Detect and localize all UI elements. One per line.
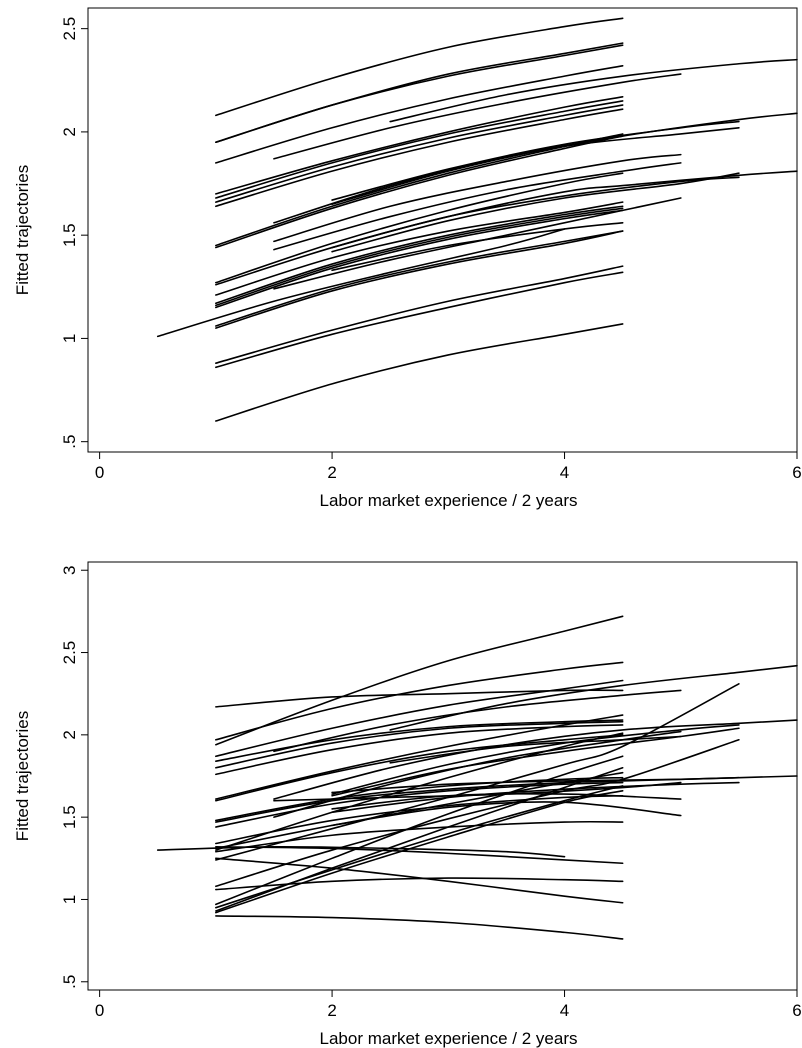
x-tick-label: 4 <box>560 1001 569 1020</box>
trajectory-line <box>331 120 740 201</box>
trajectory-line <box>273 153 682 243</box>
trajectory-line <box>215 170 798 286</box>
trajectory-line <box>215 108 624 208</box>
trajectory-line <box>215 679 624 758</box>
trajectory-line <box>331 724 740 795</box>
trajectory-line <box>215 133 624 247</box>
trajectory-line <box>215 683 740 861</box>
x-tick-label: 2 <box>327 1001 336 1020</box>
trajectory-line <box>215 724 624 776</box>
trajectory-line <box>215 265 624 364</box>
trajectory-line <box>273 162 682 251</box>
trajectory-line <box>215 172 624 284</box>
y-tick-label: .5 <box>60 975 79 989</box>
y-tick-label: 1 <box>60 334 79 343</box>
y-tick-label: 2 <box>60 730 79 739</box>
trajectory-line <box>215 794 624 845</box>
x-tick-label: 0 <box>95 1001 104 1020</box>
trajectory-line <box>273 719 798 800</box>
trajectory-line <box>389 58 798 123</box>
y-tick-label: 2.5 <box>60 641 79 665</box>
trajectory-line <box>215 135 624 249</box>
trajectory-line <box>331 727 740 797</box>
trajectory-line <box>215 65 624 164</box>
y-tick-label: 2.5 <box>60 17 79 41</box>
trajectory-line <box>331 221 624 272</box>
y-axis-title: Fitted trajectories <box>13 711 32 841</box>
plot-frame <box>87 561 798 991</box>
trajectory-line <box>215 689 624 708</box>
trajectory-line <box>331 176 740 249</box>
trajectory-line <box>215 271 624 369</box>
trajectory-line <box>215 877 624 891</box>
trajectory-line <box>273 689 682 753</box>
trajectory-line <box>215 44 624 144</box>
trajectory-line <box>331 776 740 794</box>
trajectory-line <box>215 915 624 940</box>
trajectory-line <box>215 661 624 741</box>
trajectory-line <box>215 771 624 850</box>
trajectory-line <box>273 197 682 290</box>
y-tick-label: .5 <box>60 435 79 449</box>
trajectory-line <box>215 96 624 195</box>
trajectory-line <box>215 714 624 800</box>
trajectory-line <box>331 172 740 253</box>
trajectory-line <box>215 738 740 888</box>
y-tick-label: 1 <box>60 895 79 904</box>
bottom-chart: 0 2 4 6 .5 1 1.5 2 2.5 3 Labor market experience /… <box>13 561 802 1048</box>
trajectory-line <box>215 230 624 329</box>
trajectory-line <box>215 776 624 822</box>
trajectory-line <box>215 732 624 851</box>
trajectory-line <box>215 104 624 203</box>
trajectory-line <box>215 323 624 422</box>
trajectory-line <box>215 205 624 305</box>
trajectory-line <box>331 126 740 205</box>
trajectory-line <box>215 734 624 802</box>
x-tick-label: 6 <box>792 1001 801 1020</box>
trajectory-line <box>215 209 624 309</box>
trajectory-line <box>215 615 624 746</box>
y-tick-label: 3 <box>60 565 79 574</box>
trajectory-line <box>156 228 566 338</box>
x-tick-label: 2 <box>327 463 336 482</box>
trajectory-line <box>215 207 624 307</box>
trajectory-line <box>215 766 624 912</box>
x-tick-label: 6 <box>792 463 801 482</box>
plot-frame <box>87 7 798 453</box>
y-tick-label: 2 <box>60 127 79 136</box>
x-axis-title: Labor market experience / 2 years <box>320 491 578 510</box>
trajectory-line <box>215 17 624 117</box>
trajectory-line <box>215 230 624 327</box>
trajectory-line <box>215 719 624 762</box>
trajectory-line <box>215 790 624 914</box>
trajectory-line <box>215 100 624 199</box>
y-tick-label: 1.5 <box>60 805 79 829</box>
x-tick-label: 4 <box>560 463 569 482</box>
y-tick-label: 1.5 <box>60 223 79 247</box>
top-chart: 0 2 4 6 .5 1 1.5 2 2.5 Labor market experience / … <box>13 7 802 510</box>
y-axis-title: Fitted trajectories <box>13 165 32 295</box>
trajectory-line <box>215 857 624 904</box>
trajectory-line <box>215 845 624 865</box>
trajectory-line <box>273 73 682 160</box>
trajectory-lines <box>156 17 798 422</box>
x-axis-title: Labor market experience / 2 years <box>320 1029 578 1048</box>
x-tick-label: 0 <box>95 463 104 482</box>
trajectory-line <box>215 755 624 906</box>
trajectory-line <box>331 801 682 827</box>
trajectory-lines <box>156 615 798 940</box>
trajectory-line <box>389 735 682 764</box>
trajectory-line <box>215 201 624 296</box>
